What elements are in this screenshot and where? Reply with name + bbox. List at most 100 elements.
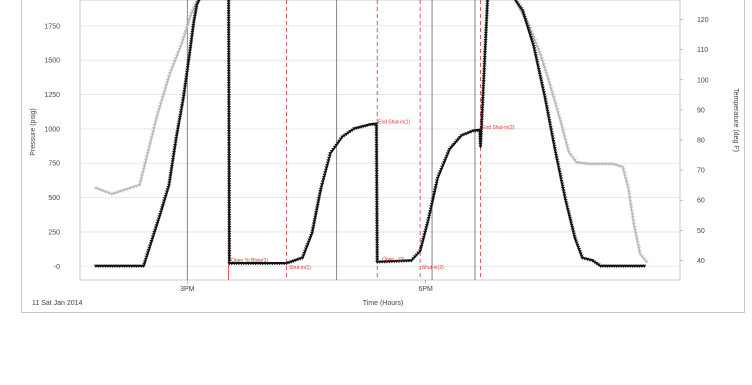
pressure-temperature-chart: Open To Blow(1) Shut-in(1) End Shut-in(1) O… [30, 0, 739, 307]
temperature-point [538, 54, 544, 58]
pressure-point [193, 10, 198, 14]
pressure-point [227, 146, 232, 151]
pressure-point [560, 184, 565, 188]
pressure-point [541, 91, 546, 95]
pressure-point [226, 45, 231, 50]
pressure-point [321, 175, 326, 180]
pressure-point [227, 238, 232, 242]
pressure-point [435, 179, 440, 183]
pressure-point [525, 24, 530, 29]
temperature-point [626, 189, 632, 194]
pressure-point [384, 260, 389, 264]
pressure-point [320, 180, 325, 184]
pressure-point [550, 135, 555, 139]
temperature-point [546, 78, 551, 82]
left-tick-label: 1500 [44, 58, 60, 65]
temperature-point [589, 162, 595, 167]
pressure-point [316, 197, 321, 201]
temperature-point [631, 219, 636, 224]
pressure-point [422, 233, 427, 237]
temperature-point [175, 51, 181, 55]
pressure-point [311, 224, 316, 229]
pressure-point [189, 40, 194, 44]
pressure-point [226, 74, 231, 79]
pressure-point [536, 68, 541, 72]
pressure-point [150, 237, 155, 242]
pressure-point [188, 42, 193, 46]
right-tick-label: 40 [697, 258, 705, 265]
temperature-point [563, 138, 568, 143]
pressure-point [227, 247, 232, 251]
pressure-point [560, 182, 565, 186]
pressure-point [534, 56, 539, 60]
pressure-point [552, 147, 557, 151]
temperature-point [156, 108, 162, 112]
pressure-point [180, 99, 185, 103]
pressure-point [374, 148, 379, 153]
pressure-point [481, 87, 486, 91]
pressure-point [484, 22, 489, 26]
left-tick-label: 500 [48, 195, 60, 202]
pressure-point [172, 151, 177, 155]
temperature-point [182, 33, 187, 37]
temperature-point [115, 190, 121, 195]
pressure-point [552, 144, 557, 149]
left-tick-label: 750 [48, 161, 60, 168]
pressure-point [167, 179, 172, 183]
pressure-point [227, 185, 232, 189]
pressure-point [226, 14, 231, 19]
right-tick-label: 100 [697, 77, 709, 84]
pressure-point [162, 199, 167, 203]
pressure-point [314, 208, 319, 212]
pressure-point [456, 137, 461, 141]
pressure-point [406, 259, 411, 263]
pressure-point [227, 221, 232, 225]
pressure-point [226, 21, 231, 26]
pressure-point [226, 5, 231, 9]
pressure-point [143, 260, 148, 264]
pressure-point [189, 35, 194, 39]
pressure-point [180, 101, 185, 106]
pressure-point [284, 262, 289, 266]
pressure-point [450, 144, 455, 148]
pressure-point [319, 185, 324, 189]
pressure-point [227, 144, 232, 148]
pressure-point [426, 219, 431, 223]
pressure-point [190, 28, 195, 32]
pressure-point [485, 0, 490, 4]
temperature-point [153, 120, 158, 125]
temperature-point [557, 117, 563, 121]
temperature-point [142, 161, 148, 166]
temperature-point [549, 87, 554, 91]
pressure-point [168, 172, 173, 176]
series-layer [93, 0, 649, 269]
pressure-point [227, 175, 232, 179]
pressure-point [480, 113, 485, 118]
pressure-point [516, 3, 521, 7]
temperature-point [171, 63, 176, 67]
pressure-point [375, 236, 380, 241]
pressure-point [227, 170, 232, 175]
pressure-point [542, 93, 547, 97]
pressure-point [554, 154, 559, 158]
pressure-point [227, 235, 232, 239]
pressure-point [389, 260, 394, 264]
pressure-point [374, 132, 379, 136]
pressure-point [577, 247, 582, 252]
pressure-point [569, 223, 574, 228]
pressure-point [387, 260, 392, 264]
pressure-point [447, 147, 452, 152]
temperature-point [163, 84, 169, 88]
pressure-point [167, 181, 172, 185]
left-tick-label: 1000 [44, 126, 60, 133]
pressure-point [453, 141, 458, 145]
pressure-point [374, 193, 379, 198]
pressure-point [526, 27, 531, 31]
pressure-point [184, 70, 189, 75]
pressure-point [320, 183, 325, 187]
pressure-point [374, 153, 379, 157]
pressure-point [575, 243, 580, 247]
pressure-point [452, 142, 457, 147]
pressure-point [483, 43, 488, 48]
pressure-point [226, 2, 231, 7]
